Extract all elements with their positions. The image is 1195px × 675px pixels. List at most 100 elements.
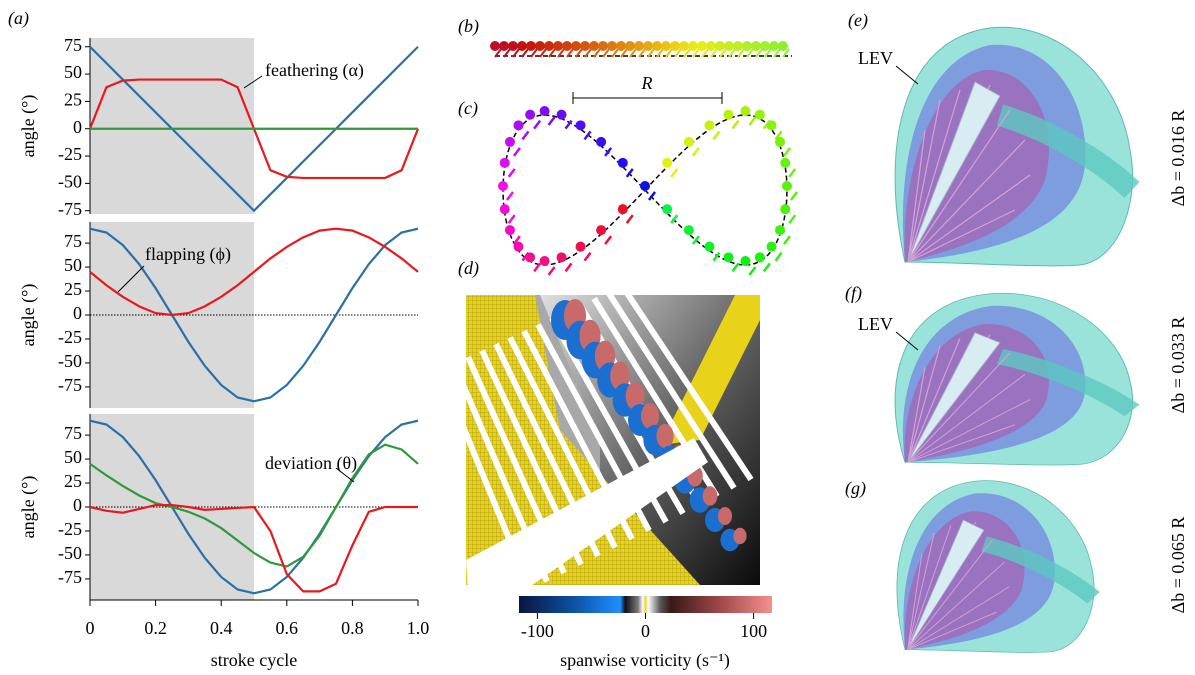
wing-dot: [755, 110, 765, 120]
wing-dot: [498, 181, 508, 191]
wing-dot: [553, 41, 563, 51]
y-tick-label: 25: [64, 471, 82, 491]
annotation: LEV: [858, 314, 893, 334]
wing-marker: [605, 148, 611, 156]
wing-dot: [576, 120, 586, 130]
colorbar-tick-label: 0: [641, 621, 650, 641]
wing-dot: [580, 41, 590, 51]
panel-label: (g): [845, 478, 866, 499]
wing-dot: [740, 256, 750, 266]
x-tick-label: 0.4: [210, 618, 233, 638]
colorbar-label: spanwise vorticity (s⁻¹): [560, 650, 730, 671]
wing-dot: [706, 41, 716, 51]
wing-dot: [684, 137, 694, 147]
scale-label: R: [641, 73, 653, 93]
panel-label: (e): [848, 10, 868, 31]
vortex-blob: [718, 507, 732, 525]
annotation: flapping (ϕ): [145, 244, 231, 265]
y-axis-label: angle (°): [18, 95, 39, 158]
wing-g: [897, 481, 1094, 653]
wing-dot: [544, 41, 554, 51]
wing-marker: [776, 253, 782, 261]
wing-marker: [693, 236, 699, 244]
wing-dot: [540, 256, 550, 266]
wing-dot: [607, 41, 617, 51]
panel-label: (a): [8, 8, 29, 29]
y-tick-label: -50: [58, 351, 82, 371]
wing-dot: [525, 252, 535, 262]
wing-dot: [767, 120, 777, 130]
y-tick-label: -75: [58, 375, 82, 395]
wing-marker: [764, 263, 770, 271]
wing-dot: [618, 158, 628, 168]
wing-dot: [596, 137, 606, 147]
wing-dot: [643, 41, 653, 51]
wing-dot: [679, 41, 689, 51]
wing-dot: [634, 41, 644, 51]
wing-dot: [740, 106, 750, 116]
y-tick-label: 75: [64, 423, 82, 443]
wing-marker: [784, 236, 790, 244]
wing-dot: [782, 181, 792, 191]
y-tick-label: 75: [64, 231, 82, 251]
wing-dot: [596, 225, 606, 235]
caption: Δb = 0.065 R: [1168, 517, 1188, 614]
y-tick-label: -25: [58, 327, 82, 347]
y-tick-label: 50: [64, 447, 82, 467]
wing-marker: [784, 148, 790, 156]
wing-dot: [625, 41, 635, 51]
wing-dot: [704, 120, 714, 130]
wing-dot: [775, 225, 785, 235]
wing-dot: [505, 225, 515, 235]
wing-dot: [576, 242, 586, 252]
wing-marker: [585, 253, 591, 261]
wing-dot: [557, 110, 567, 120]
wing-dot: [688, 41, 698, 51]
annotation: LEV: [858, 48, 893, 68]
wing-dot: [562, 41, 572, 51]
y-axis-label: angle (°): [18, 284, 39, 347]
wing-f: [895, 293, 1132, 465]
wing-dot: [780, 158, 790, 168]
page: {"chart_data":[ {"type":"line","panel_la…: [0, 0, 1195, 675]
y-tick-label: -75: [58, 567, 82, 587]
y-tick-label: 25: [64, 90, 82, 110]
y-tick-label: 25: [64, 279, 82, 299]
wing-dot: [724, 41, 734, 51]
wing-marker: [509, 169, 515, 177]
wing-dot: [505, 137, 515, 147]
wing-marker: [713, 131, 719, 139]
wing-dot: [662, 204, 672, 214]
wing-dot: [490, 41, 500, 51]
wing-dot: [526, 41, 536, 51]
wing-marker: [789, 215, 795, 223]
wing-dot: [661, 41, 671, 51]
x-tick-label: 0.8: [341, 618, 364, 638]
annotation: deviation (θ): [265, 453, 357, 474]
caption: Δb = 0.033 R: [1168, 317, 1188, 414]
colorbar-tick-label: 100: [740, 621, 767, 641]
wing-dot: [767, 242, 777, 252]
wing-dot: [670, 41, 680, 51]
wing-dot: [733, 41, 743, 51]
wing-dot: [775, 137, 785, 147]
y-tick-label: 0: [73, 117, 82, 137]
y-tick-label: 50: [64, 255, 82, 275]
wing-dot: [508, 41, 518, 51]
wing-dot: [755, 252, 765, 262]
x-tick-label: 0.6: [276, 618, 299, 638]
wing-marker: [693, 148, 699, 156]
wing-e: [895, 27, 1132, 266]
panel-label: (b): [458, 16, 479, 37]
wing-dot: [723, 110, 733, 120]
wing-dot: [662, 158, 672, 168]
wing-marker: [671, 169, 677, 177]
wing-marker: [522, 131, 528, 139]
panel-label: (f): [845, 283, 862, 304]
colorbar-tick-label: -100: [521, 621, 554, 641]
wing-dot: [525, 110, 535, 120]
wing-dot: [500, 204, 510, 214]
wing-marker: [749, 117, 755, 125]
wing-dot: [723, 252, 733, 262]
wing-marker: [566, 263, 572, 271]
